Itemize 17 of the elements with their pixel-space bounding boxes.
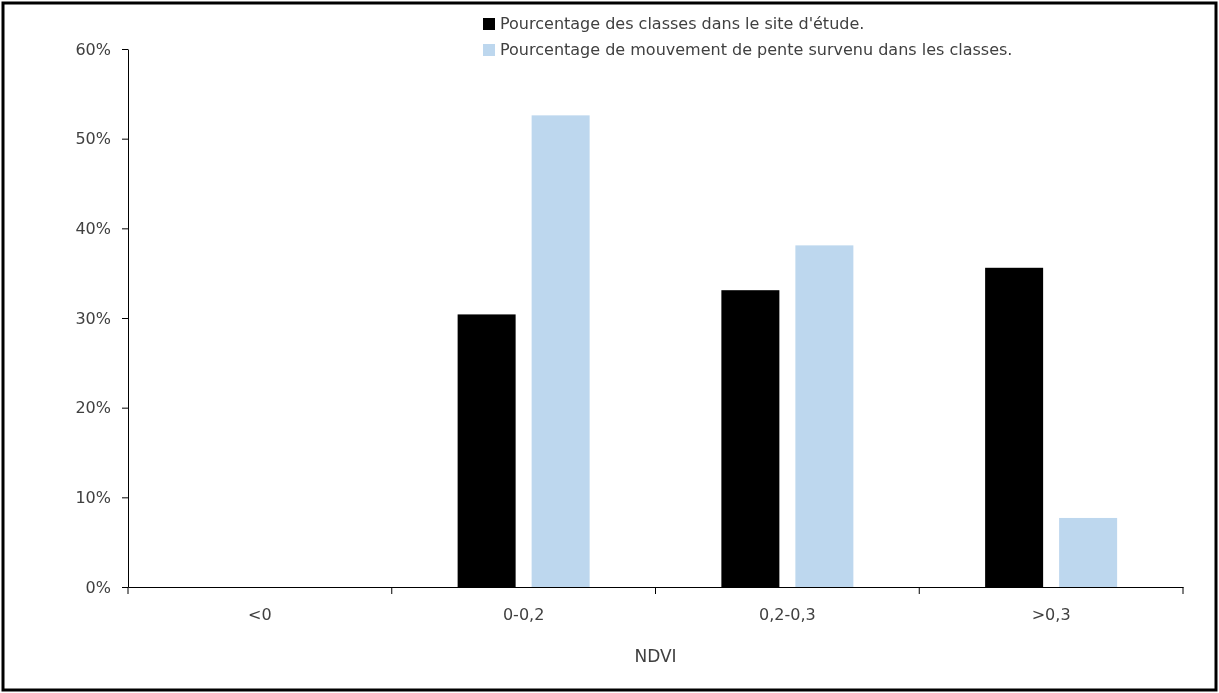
x-tick-label: >0,3 (1031, 605, 1071, 625)
bar (1059, 517, 1118, 587)
x-axis-title: NDVI (634, 646, 677, 666)
x-tick-label: 0-0,2 (502, 605, 545, 625)
legend-label: Pourcentage de mouvement de pente survenu dans les classes. (500, 40, 1013, 59)
y-tick-label: 0% (85, 577, 111, 597)
x-tick-label: <0 (248, 605, 272, 625)
bar (795, 245, 854, 587)
y-tick-label: 40% (75, 218, 111, 238)
bar (531, 115, 590, 587)
y-tick-label: 60% (75, 39, 111, 59)
y-tick-label: 50% (75, 129, 111, 149)
legend-label: Pourcentage des classes dans le site d'étude. (500, 14, 865, 33)
y-tick-label: 30% (75, 308, 111, 328)
y-tick-label: 10% (75, 487, 111, 507)
x-tick-label: 0,2-0,3 (759, 605, 816, 625)
y-tick-label: 20% (75, 398, 111, 418)
